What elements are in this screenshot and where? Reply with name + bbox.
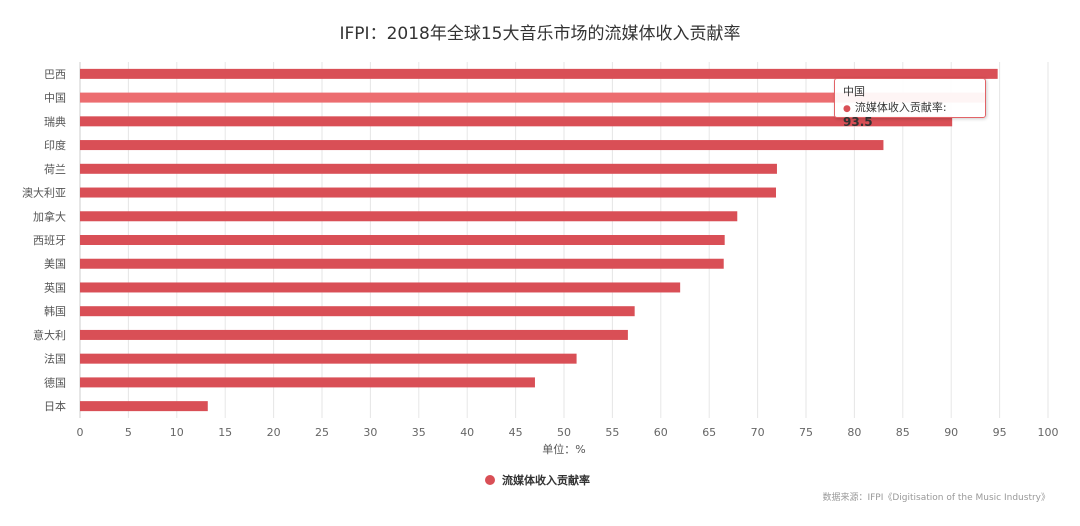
- bar[interactable]: [80, 306, 635, 317]
- bar[interactable]: [80, 401, 208, 412]
- bar[interactable]: [80, 163, 777, 174]
- x-tick-label: 60: [654, 426, 668, 439]
- category-label: 西班牙: [33, 234, 66, 247]
- bar[interactable]: [80, 329, 628, 340]
- x-tick-label: 55: [605, 426, 619, 439]
- x-tick-label: 100: [1038, 426, 1059, 439]
- category-label: 法国: [44, 352, 66, 366]
- category-label: 瑞典: [44, 114, 66, 128]
- category-label: 日本: [44, 399, 66, 413]
- x-tick-label: 85: [896, 426, 910, 439]
- x-tick-label: 75: [799, 426, 813, 439]
- x-tick-label: 90: [944, 426, 958, 439]
- category-label: 加拿大: [33, 209, 66, 223]
- x-tick-label: 30: [363, 426, 377, 439]
- category-label: 韩国: [44, 304, 66, 318]
- x-axis-label: 单位：%: [542, 442, 585, 456]
- tooltip: 中国 ● 流媒体收入贡献率: 93.5: [834, 78, 986, 129]
- x-tick-label: 20: [267, 426, 281, 439]
- bar[interactable]: [80, 258, 724, 269]
- x-tick-label: 70: [751, 426, 765, 439]
- x-tick-label: 45: [509, 426, 523, 439]
- source-note: 数据来源：IFPI《Digitisation of the Music Indu…: [822, 491, 1050, 503]
- bar[interactable]: [80, 282, 681, 293]
- x-tick-label: 40: [460, 426, 474, 439]
- tooltip-dot-icon: ●: [843, 104, 851, 114]
- category-label: 巴西: [44, 68, 66, 81]
- bar[interactable]: [80, 353, 577, 364]
- x-tick-label: 95: [993, 426, 1007, 439]
- x-tick-label: 50: [557, 426, 571, 439]
- bar[interactable]: [80, 68, 998, 79]
- legend-marker[interactable]: [485, 475, 495, 485]
- legend-label[interactable]: 流媒体收入贡献率: [502, 473, 590, 487]
- x-tick-label: 35: [412, 426, 426, 439]
- category-label: 印度: [44, 138, 66, 152]
- bar[interactable]: [80, 211, 738, 222]
- tooltip-value: 93.5: [843, 115, 873, 129]
- tooltip-category: 中国: [843, 85, 865, 98]
- x-tick-label: 15: [218, 426, 232, 439]
- x-tick-label: 80: [847, 426, 861, 439]
- category-label: 澳大利亚: [22, 186, 66, 200]
- category-label: 中国: [44, 92, 66, 105]
- x-tick-label: 10: [170, 426, 184, 439]
- bar[interactable]: [80, 377, 535, 388]
- x-tick-label: 0: [77, 426, 84, 439]
- category-label: 荷兰: [44, 163, 66, 176]
- bar[interactable]: [80, 187, 776, 198]
- x-tick-label: 5: [125, 426, 132, 439]
- x-tick-label: 25: [315, 426, 329, 439]
- bar[interactable]: [80, 140, 884, 151]
- x-tick-label: 65: [702, 426, 716, 439]
- category-label: 美国: [44, 258, 66, 271]
- bar[interactable]: [80, 235, 725, 245]
- chart-title: IFPI：2018年全球15大音乐市场的流媒体收入贡献率: [340, 24, 741, 44]
- bar[interactable]: [80, 92, 986, 103]
- tooltip-label: 流媒体收入贡献率: [854, 101, 943, 114]
- category-label: 英国: [44, 280, 66, 294]
- bar[interactable]: [80, 116, 953, 127]
- category-label: 意大利: [33, 328, 66, 342]
- category-label: 德国: [44, 375, 66, 389]
